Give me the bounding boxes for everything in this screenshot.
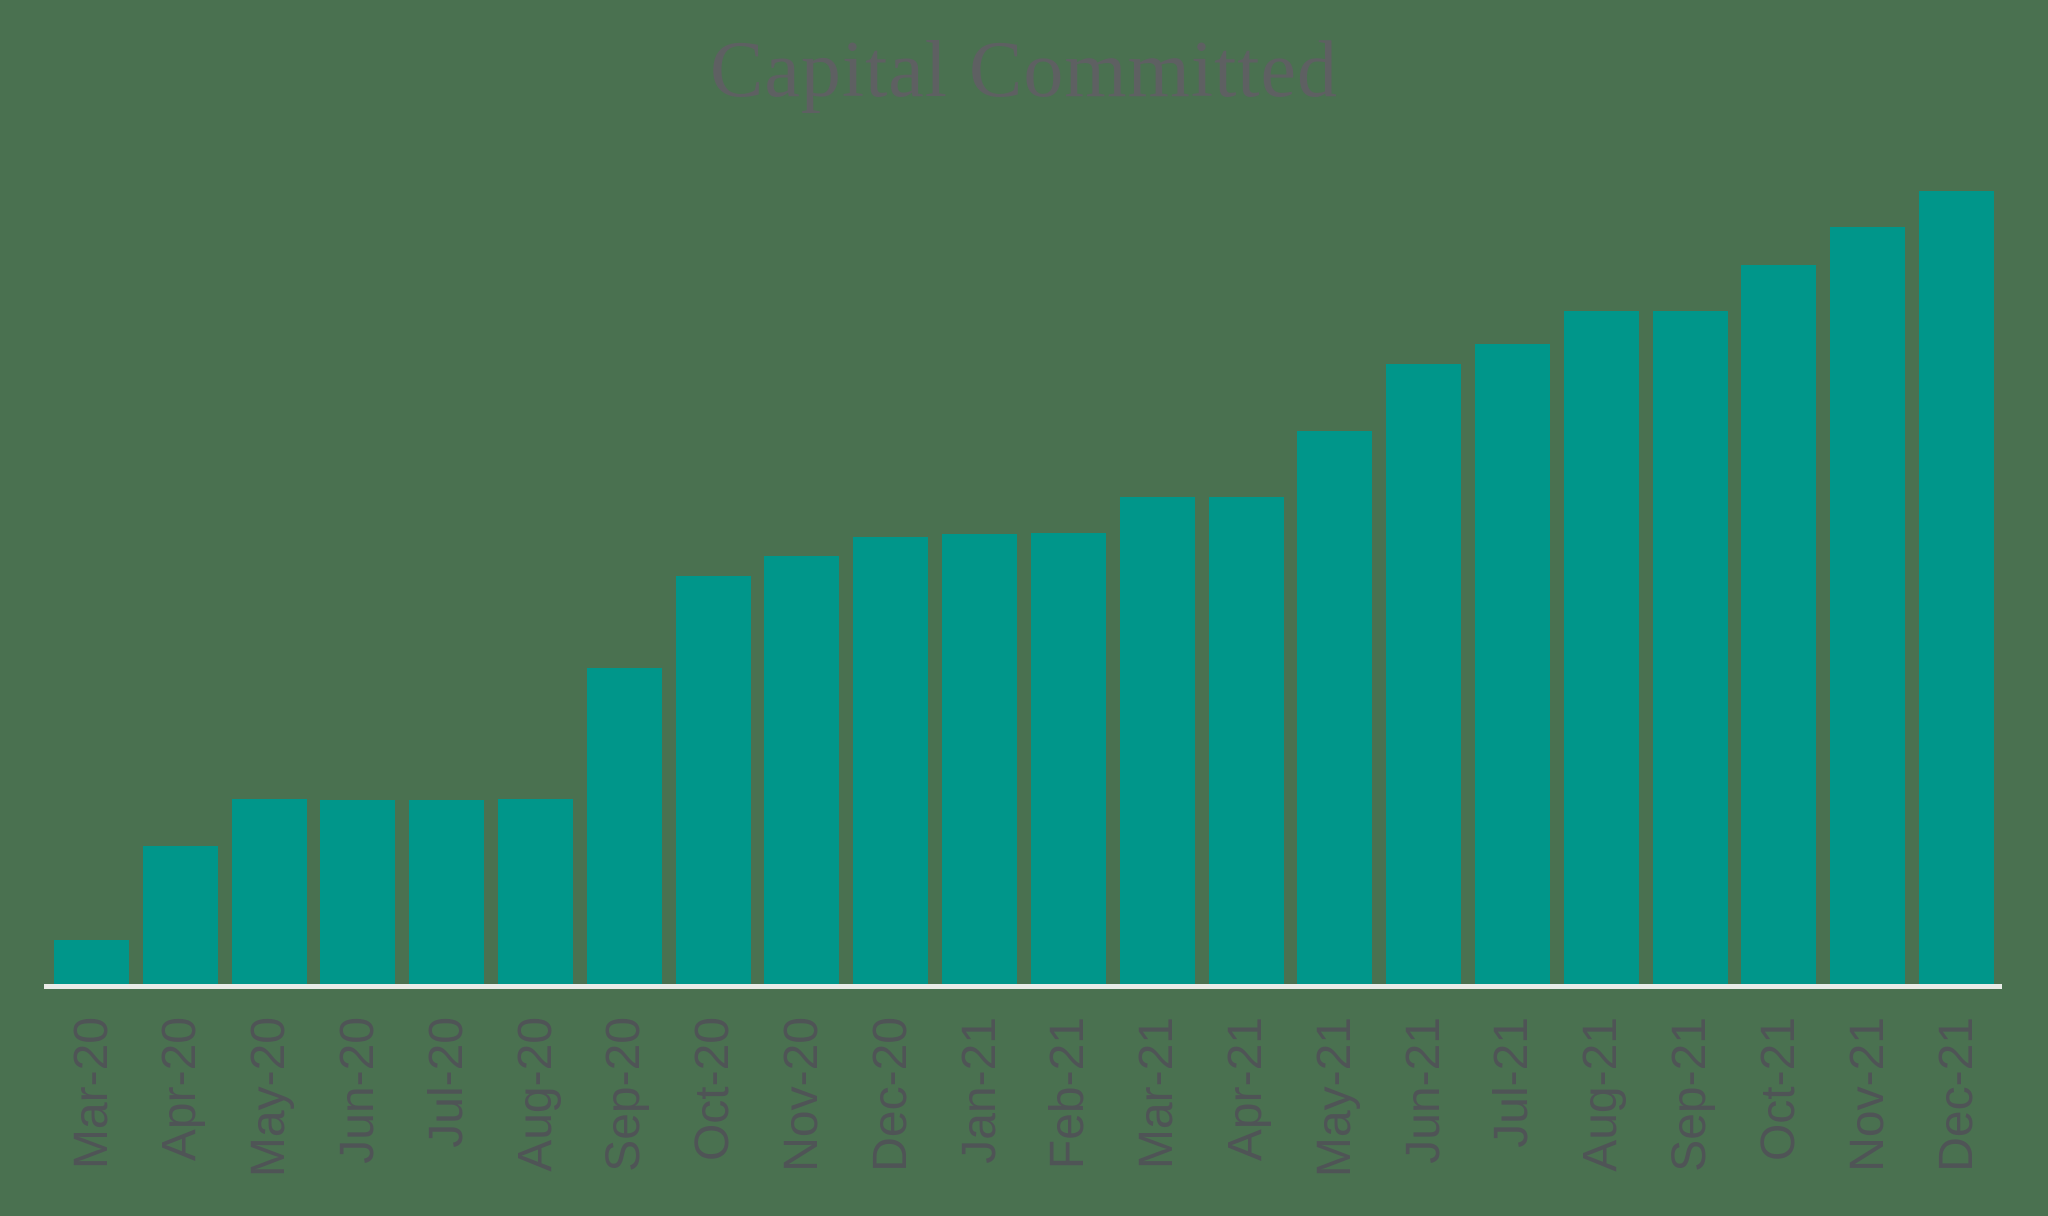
x-tick-label-oct-21: Oct-21	[1751, 1017, 1805, 1162]
x-tick-label-dec-21: Dec-21	[1929, 1017, 1983, 1172]
bar-aug-20	[498, 799, 574, 985]
bar-apr-20	[142, 846, 218, 985]
x-tick-label-apr-21: Apr-21	[1219, 1017, 1273, 1162]
x-tick-label-mar-20: Mar-20	[64, 1017, 118, 1170]
x-tick-label-oct-20: Oct-20	[686, 1017, 740, 1162]
x-tick-label-mar-21: Mar-21	[1130, 1017, 1184, 1170]
x-tick-label-sep-21: Sep-21	[1663, 1017, 1717, 1172]
x-tick-label-jul-21: Jul-21	[1485, 1017, 1539, 1148]
bar-sep-21	[1652, 311, 1728, 985]
chart-title: Capital Committed	[709, 26, 1339, 114]
bar-feb-21	[1030, 533, 1106, 985]
bar-may-20	[231, 799, 307, 985]
bar-nov-21	[1830, 227, 1906, 985]
x-tick-label-nov-21: Nov-21	[1840, 1017, 1894, 1172]
bar-apr-21	[1208, 497, 1284, 985]
x-tick-label-may-21: May-21	[1307, 1017, 1361, 1178]
x-axis-baseline	[44, 984, 2002, 989]
bar-dec-21	[1919, 191, 1994, 985]
x-tick-label-aug-20: Aug-20	[508, 1017, 562, 1172]
x-tick-label-jun-21: Jun-21	[1396, 1017, 1450, 1164]
bar-oct-20	[675, 576, 751, 985]
bar-may-21	[1297, 431, 1373, 985]
bar-jul-21	[1474, 344, 1550, 985]
bar-nov-20	[764, 556, 840, 985]
bar-sep-20	[586, 668, 662, 985]
x-tick-label-jun-20: Jun-20	[330, 1017, 384, 1164]
x-tick-label-jul-20: Jul-20	[419, 1017, 473, 1148]
x-tick-label-may-20: May-20	[242, 1017, 296, 1178]
bar-mar-21	[1119, 497, 1195, 985]
x-tick-label-nov-20: Nov-20	[774, 1017, 828, 1172]
x-tick-label-jan-21: Jan-21	[952, 1017, 1006, 1164]
bar-jan-21	[942, 534, 1018, 985]
x-tick-label-aug-21: Aug-21	[1574, 1017, 1628, 1172]
bar-jul-20	[409, 800, 485, 985]
bar-oct-21	[1741, 265, 1817, 985]
bar-jun-20	[320, 800, 396, 985]
bar-jun-21	[1386, 364, 1462, 985]
x-tick-label-feb-21: Feb-21	[1041, 1017, 1095, 1170]
x-tick-label-apr-20: Apr-20	[153, 1017, 207, 1162]
bar-mar-20	[54, 940, 129, 985]
x-tick-label-dec-20: Dec-20	[863, 1017, 917, 1172]
bar-dec-20	[853, 537, 929, 985]
x-tick-label-sep-20: Sep-20	[597, 1017, 651, 1172]
bar-aug-21	[1563, 311, 1639, 985]
